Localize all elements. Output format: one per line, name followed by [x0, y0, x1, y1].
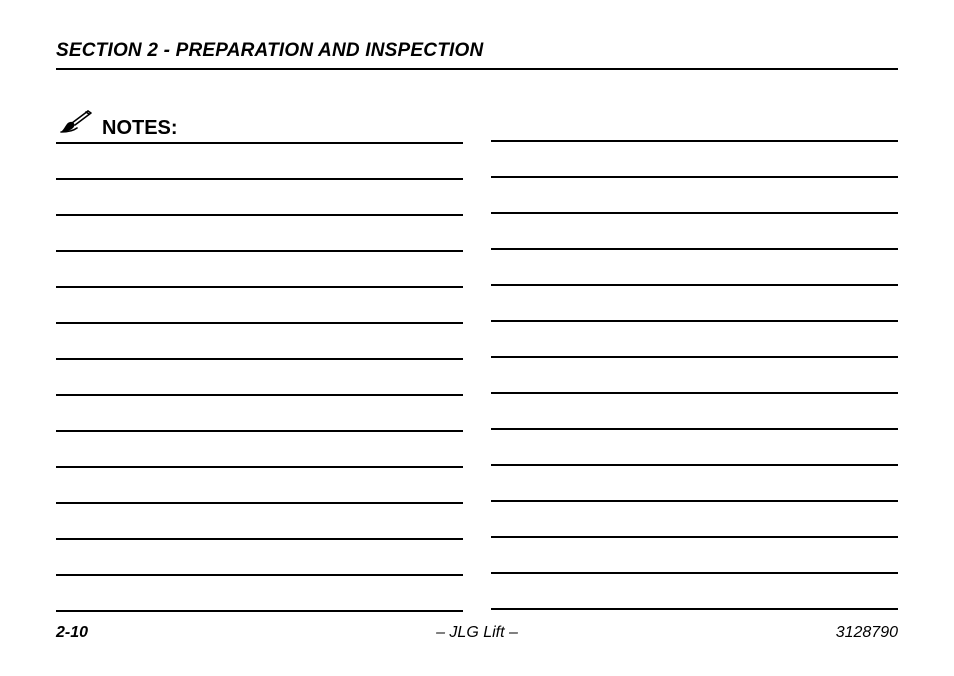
page-footer: 2-10 – JLG Lift – 3128790	[56, 624, 898, 642]
notes-column-left: NOTES:	[56, 106, 463, 612]
ruled-line	[56, 324, 463, 360]
ruled-lines-right	[491, 142, 898, 610]
ruled-line	[56, 288, 463, 324]
ruled-line	[56, 396, 463, 432]
ruled-line	[56, 576, 463, 612]
notes-column-right	[491, 106, 898, 612]
notes-area: NOTES:	[56, 106, 898, 612]
ruled-lines-left	[56, 144, 463, 612]
notes-title-row: NOTES:	[56, 106, 463, 144]
ruled-line	[491, 574, 898, 610]
section-header: SECTION 2 - PREPARATION AND INSPECTION	[56, 40, 898, 70]
ruled-line	[491, 142, 898, 178]
ruled-line	[491, 358, 898, 394]
manual-page: SECTION 2 - PREPARATION AND INSPECTION	[0, 0, 954, 676]
footer-page-number: 2-10	[56, 624, 88, 642]
ruled-line	[491, 178, 898, 214]
ruled-line	[56, 180, 463, 216]
ruled-line	[491, 538, 898, 574]
notes-label: NOTES:	[102, 117, 178, 140]
ruled-line	[56, 252, 463, 288]
ruled-line	[56, 540, 463, 576]
ruled-line	[56, 432, 463, 468]
ruled-line	[491, 322, 898, 358]
ruled-line	[491, 466, 898, 502]
ruled-line	[491, 394, 898, 430]
ruled-line	[491, 286, 898, 322]
footer-center-text: – JLG Lift –	[436, 624, 518, 642]
writing-hand-icon	[58, 109, 94, 140]
ruled-line	[56, 504, 463, 540]
ruled-line	[56, 216, 463, 252]
ruled-line	[56, 468, 463, 504]
ruled-line	[491, 430, 898, 466]
ruled-line	[56, 144, 463, 180]
notes-blank-title-row	[491, 106, 898, 142]
ruled-line	[56, 360, 463, 396]
footer-doc-number: 3128790	[836, 624, 898, 642]
ruled-line	[491, 250, 898, 286]
ruled-line	[491, 214, 898, 250]
ruled-line	[491, 502, 898, 538]
